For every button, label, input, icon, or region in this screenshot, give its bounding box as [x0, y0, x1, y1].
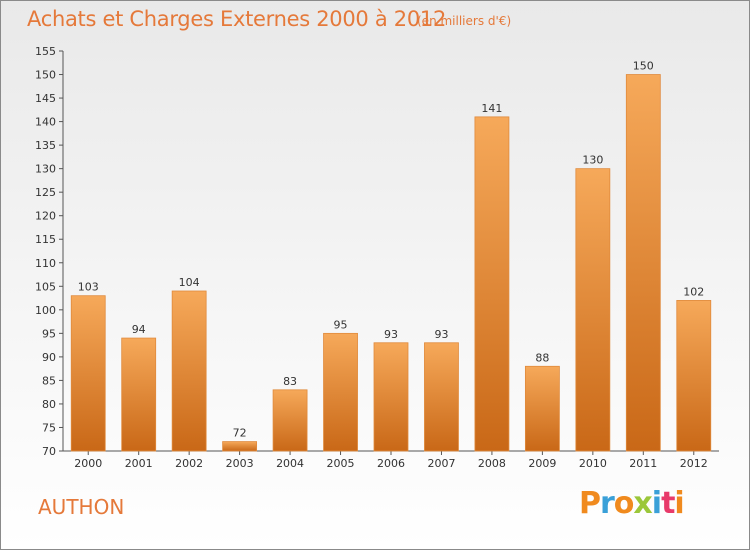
y-tick-label: 110	[35, 257, 56, 270]
bar-value-label: 130	[582, 154, 603, 167]
y-tick-label: 80	[42, 398, 56, 411]
y-tick-label: 140	[35, 116, 56, 129]
x-tick-label: 2003	[226, 457, 254, 470]
y-tick-label: 115	[35, 233, 56, 246]
y-tick-label: 75	[42, 421, 56, 434]
bar-2001	[121, 337, 157, 452]
x-tick-label: 2007	[427, 457, 455, 470]
bar-value-label: 94	[132, 323, 146, 336]
y-tick-label: 150	[35, 69, 56, 82]
y-tick-label: 130	[35, 163, 56, 176]
bar-2002	[171, 290, 207, 452]
x-tick-label: 2006	[377, 457, 405, 470]
logo-letter: o	[613, 486, 635, 521]
y-tick-label: 90	[42, 351, 56, 364]
proxiti-logo[interactable]: Proxiti	[579, 486, 685, 521]
bar-value-label: 88	[535, 351, 549, 364]
bar-value-label: 150	[633, 60, 654, 73]
bar-2012	[676, 300, 712, 452]
y-tick-label: 120	[35, 210, 56, 223]
y-tick-label: 100	[35, 304, 56, 317]
y-tick-label: 105	[35, 280, 56, 293]
bar-2011	[625, 74, 661, 452]
bar-2007	[424, 342, 459, 452]
y-tick-label: 155	[35, 45, 56, 58]
x-tick-label: 2002	[175, 457, 203, 470]
y-tick-label: 125	[35, 186, 56, 199]
y-tick-label: 145	[35, 92, 56, 105]
y-axis: 70 75 80 85 90 95 100 105 110 115 120 125 130 135 140 1…	[35, 45, 64, 458]
bars	[70, 74, 712, 452]
x-tick-label: 2001	[125, 457, 153, 470]
bar-2010	[575, 168, 611, 452]
bar-2009	[524, 365, 560, 452]
logo-letter: i	[651, 486, 662, 521]
bar-2000	[70, 295, 106, 452]
bar-2003	[222, 441, 258, 452]
commune-name: AUTHON	[38, 495, 125, 519]
x-tick-label: 2011	[629, 457, 657, 470]
bar-value-labels: 103 94 104 72 83 95 93 93 141 88 130 150 102	[78, 60, 705, 440]
logo-letter: P	[579, 486, 601, 521]
bar-2006	[373, 342, 409, 452]
x-tick-label: 2000	[74, 457, 102, 470]
bar-2005	[323, 332, 358, 452]
logo-letter: r	[600, 486, 615, 521]
x-tick-label: 2004	[276, 457, 304, 470]
chart-title: Achats et Charges Externes 2000 à 2012	[27, 7, 447, 31]
x-axis: 2000 2001 2002 2003 2004 2005 2006 2007 2008 2009…	[63, 450, 719, 470]
bar-value-label: 104	[179, 276, 200, 289]
bar-value-label: 102	[683, 285, 704, 298]
x-tick-label: 2005	[327, 457, 355, 470]
y-tick-label: 85	[42, 374, 56, 387]
x-tick-label: 2012	[680, 457, 708, 470]
y-tick-label: 135	[35, 139, 56, 152]
x-tick-label: 2009	[528, 457, 556, 470]
x-tick-label: 2010	[579, 457, 607, 470]
bar-value-label: 103	[78, 281, 99, 294]
bar-2008	[474, 116, 510, 452]
bar-value-label: 93	[384, 328, 398, 341]
y-tick-label: 70	[42, 445, 56, 458]
bar-2004	[272, 389, 308, 452]
x-tick-label: 2008	[478, 457, 506, 470]
chart-subtitle: (en milliers d'€)	[417, 14, 512, 28]
bar-value-label: 72	[233, 427, 247, 440]
bar-value-label: 83	[283, 375, 297, 388]
logo-letter: i	[674, 486, 684, 521]
bar-value-label: 93	[434, 328, 448, 341]
logo-letter: x	[633, 486, 652, 521]
logo-letter: t	[661, 486, 675, 521]
y-tick-label: 95	[42, 327, 56, 340]
bar-value-label: 141	[481, 102, 502, 115]
bar-value-label: 95	[334, 318, 348, 331]
